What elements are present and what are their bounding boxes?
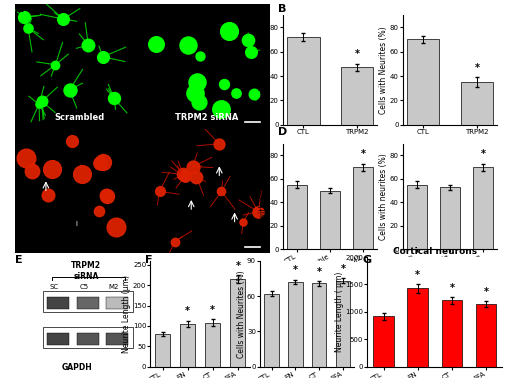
Bar — [288, 282, 302, 367]
Bar — [143, 4, 270, 129]
Bar — [320, 191, 340, 249]
Bar — [439, 187, 459, 249]
Bar — [230, 279, 245, 367]
Bar — [312, 283, 326, 367]
Text: *: * — [354, 50, 359, 59]
Bar — [287, 37, 319, 125]
Bar — [205, 323, 220, 367]
Y-axis label: Cells with neurites (%): Cells with neurites (%) — [259, 153, 268, 240]
Y-axis label: Cells with Neurites (%): Cells with Neurites (%) — [379, 26, 387, 114]
Bar — [43, 291, 132, 312]
Bar — [76, 297, 98, 308]
Text: E: E — [15, 255, 23, 265]
Bar — [373, 316, 393, 367]
Text: *: * — [210, 305, 215, 315]
Bar — [106, 297, 128, 308]
Text: GAPDH: GAPDH — [61, 363, 92, 372]
Bar — [43, 327, 132, 349]
Text: C5: C5 — [79, 284, 88, 290]
Bar — [180, 324, 195, 367]
Bar — [406, 39, 438, 125]
Text: *: * — [185, 307, 190, 316]
Bar — [472, 167, 492, 249]
Bar — [406, 185, 426, 249]
Text: *: * — [340, 264, 345, 274]
Y-axis label: Neurite Length (μm): Neurite Length (μm) — [122, 275, 131, 353]
Text: *: * — [235, 261, 240, 271]
Text: I: I — [75, 221, 77, 227]
Bar — [76, 333, 98, 345]
Title: Cortical neurons: Cortical neurons — [392, 247, 476, 256]
Text: F: F — [145, 255, 153, 265]
Text: *: * — [448, 283, 454, 293]
Bar — [106, 333, 128, 345]
Text: *: * — [316, 266, 321, 277]
Bar — [335, 281, 350, 367]
Bar — [441, 301, 461, 367]
Text: *: * — [483, 287, 488, 297]
Text: *: * — [479, 149, 485, 160]
Bar — [155, 334, 169, 367]
Text: A: A — [15, 4, 24, 14]
Bar — [460, 82, 492, 125]
Bar — [287, 185, 306, 249]
Text: Scrambled: Scrambled — [54, 113, 104, 122]
Text: M2: M2 — [108, 284, 118, 290]
Bar — [475, 304, 495, 367]
Text: *: * — [292, 265, 297, 276]
Text: *: * — [473, 63, 478, 73]
Text: D: D — [277, 127, 287, 136]
Bar — [353, 167, 373, 249]
Text: TRPM2 siRNA: TRPM2 siRNA — [175, 113, 238, 122]
Text: *: * — [360, 149, 365, 160]
Bar — [264, 294, 278, 367]
Text: B: B — [277, 4, 286, 14]
Text: SC: SC — [50, 284, 59, 290]
Text: *: * — [414, 270, 419, 279]
Bar — [47, 333, 69, 345]
Y-axis label: Cells with neurites (%): Cells with neurites (%) — [379, 153, 387, 240]
Bar — [47, 297, 69, 308]
Text: TRPM2: TRPM2 — [71, 260, 101, 270]
Text: G: G — [361, 255, 371, 265]
Bar — [407, 288, 427, 367]
Bar — [15, 129, 143, 253]
Text: siRNA: siRNA — [73, 272, 99, 281]
Bar — [143, 129, 270, 253]
Bar — [15, 4, 143, 129]
Y-axis label: Neurite Length ( μm): Neurite Length ( μm) — [334, 272, 343, 352]
Bar — [341, 68, 373, 125]
Text: C: C — [15, 127, 23, 136]
Y-axis label: Cells with Neurites (%): Cells with Neurites (%) — [236, 270, 245, 358]
Y-axis label: Neurite Length (μm): Neurite Length (μm) — [259, 31, 268, 109]
